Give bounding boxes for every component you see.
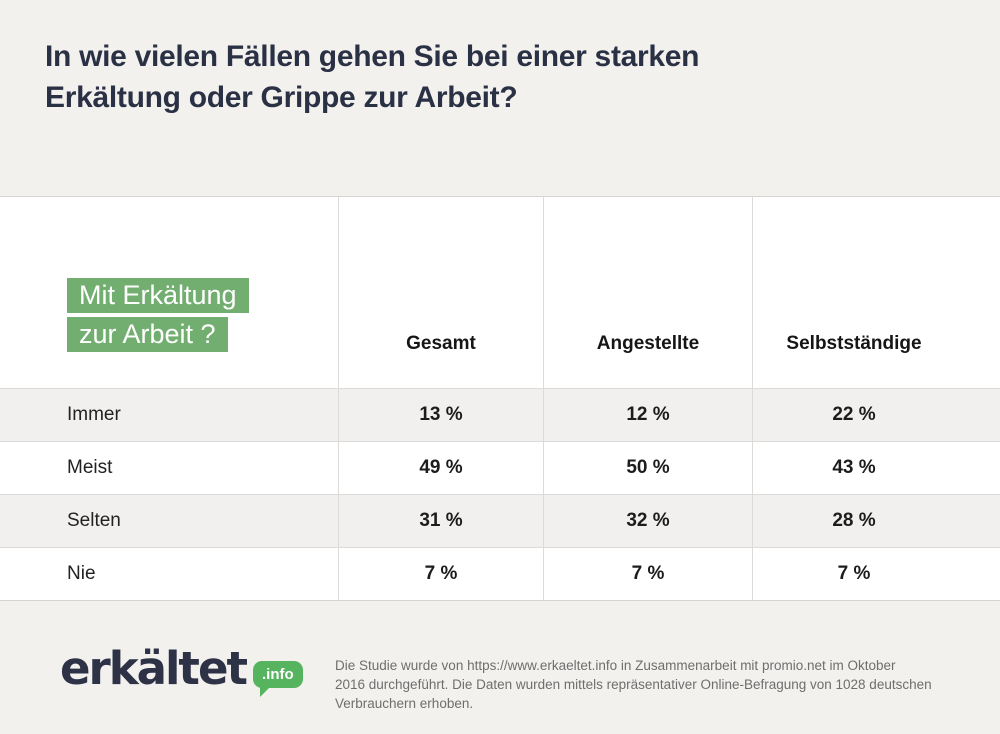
highlight-label-line-1: Mit Erkältung: [67, 278, 249, 313]
column-header-selbststaendige: Selbstständige: [752, 197, 1000, 388]
page-title: In wie vielen Fällen gehen Sie bei einer…: [45, 36, 955, 118]
row-label-immer: Immer: [0, 388, 338, 441]
highlight-label-line-2: zur Arbeit ?: [67, 317, 228, 352]
disclaimer-line-2: 2016 durchgeführt. Die Daten wurden mitt…: [335, 677, 932, 692]
value-meist-selbststaendige: 43 %: [752, 441, 1000, 494]
highlight-label: Mit Erkältung zur Arbeit ?: [67, 278, 338, 356]
column-header-angestellte: Angestellte: [543, 197, 752, 388]
value-selten-gesamt: 31 %: [338, 494, 543, 547]
row-label-meist: Meist: [0, 441, 338, 494]
footer: erkältet .info Die Studie wurde von http…: [0, 600, 1000, 734]
value-meist-angestellte: 50 %: [543, 441, 752, 494]
disclaimer-line-1: Die Studie wurde von https://www.erkaelt…: [335, 658, 896, 673]
results-table: Mit Erkältung zur Arbeit ? Gesamt Angest…: [0, 196, 1000, 601]
disclaimer-line-3: Verbrauchern erhoben.: [335, 696, 474, 711]
page-title-line-1: In wie vielen Fällen gehen Sie bei einer…: [45, 40, 700, 73]
value-immer-selbststaendige: 22 %: [752, 388, 1000, 441]
value-selten-selbststaendige: 28 %: [752, 494, 1000, 547]
study-disclaimer: Die Studie wurde von https://www.erkaelt…: [335, 656, 955, 713]
page-title-line-2: Erkältung oder Grippe zur Arbeit?: [45, 81, 518, 114]
value-meist-gesamt: 49 %: [338, 441, 543, 494]
header: In wie vielen Fällen gehen Sie bei einer…: [0, 0, 1000, 118]
value-immer-gesamt: 13 %: [338, 388, 543, 441]
logo-wordmark: erkältet: [60, 642, 248, 695]
value-nie-angestellte: 7 %: [543, 547, 752, 600]
value-nie-selbststaendige: 7 %: [752, 547, 1000, 600]
row-label-nie: Nie: [0, 547, 338, 600]
row-label-selten: Selten: [0, 494, 338, 547]
table-corner-label: Mit Erkältung zur Arbeit ?: [0, 197, 338, 388]
value-nie-gesamt: 7 %: [338, 547, 543, 600]
value-selten-angestellte: 32 %: [543, 494, 752, 547]
value-immer-angestellte: 12 %: [543, 388, 752, 441]
column-header-gesamt: Gesamt: [338, 197, 543, 388]
logo-info-bubble-icon: .info: [252, 661, 303, 697]
erkaeltet-logo: erkältet .info: [60, 642, 303, 697]
